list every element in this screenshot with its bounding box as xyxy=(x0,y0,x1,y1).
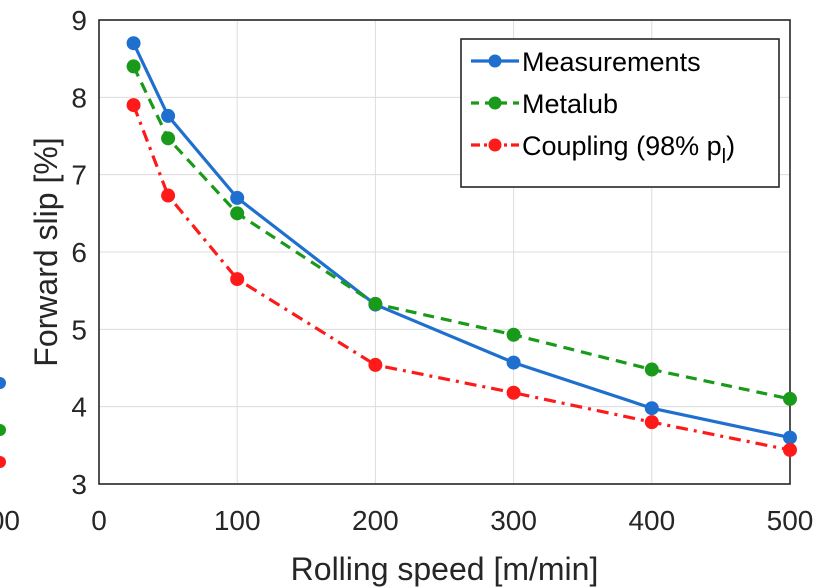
legend-item: Metalub xyxy=(471,89,618,119)
data-point xyxy=(368,296,383,311)
data-point xyxy=(161,188,176,203)
x-tick-label: 100 xyxy=(214,505,261,536)
data-point xyxy=(506,385,521,400)
fragment-marker xyxy=(0,377,6,389)
data-point xyxy=(783,442,797,457)
data-point xyxy=(126,98,141,113)
legend-label: Measurements xyxy=(522,47,701,77)
x-tick-label: 200 xyxy=(352,505,399,536)
y-tick-label: 8 xyxy=(71,82,87,113)
x-tick-label: 300 xyxy=(490,505,537,536)
data-point xyxy=(126,59,141,74)
x-tick-label: 400 xyxy=(628,505,675,536)
legend-box xyxy=(460,38,780,188)
fragment-marker xyxy=(0,424,6,436)
data-point xyxy=(644,401,659,416)
series-2 xyxy=(126,59,797,406)
legend-label-suffix: ) xyxy=(726,131,735,161)
y-tick-label: 5 xyxy=(71,314,87,345)
series-group xyxy=(126,36,797,457)
plot-area xyxy=(98,19,791,485)
y-axis-label: Forward slip [%] xyxy=(28,137,64,366)
data-point xyxy=(161,108,176,123)
fragment-marker xyxy=(0,456,6,468)
series-3 xyxy=(126,98,797,457)
legend-label-main: Measurements xyxy=(522,47,701,77)
data-point xyxy=(126,36,141,51)
data-point xyxy=(506,355,521,370)
y-tick-label: 3 xyxy=(71,469,87,500)
legend-label-subscript: l xyxy=(722,146,726,168)
y-tick-label: 6 xyxy=(71,237,87,268)
legend-item: Coupling (98% pl) xyxy=(471,131,735,168)
y-tick-label: 4 xyxy=(71,392,87,423)
legend-label: Coupling (98% pl) xyxy=(522,131,735,168)
data-point xyxy=(506,327,521,342)
data-point xyxy=(783,391,797,406)
left-neighbor-fragment: 00 xyxy=(0,377,20,536)
data-point xyxy=(644,415,659,430)
legend-marker xyxy=(488,138,502,152)
data-point xyxy=(230,272,245,287)
x-tick-label: 500 xyxy=(767,505,814,536)
data-point xyxy=(783,430,797,445)
legend-item: Measurements xyxy=(471,47,701,77)
tick-labels: 0 100 200 300 400 500 3 4 5 6 7 8 9 xyxy=(71,5,813,536)
data-point xyxy=(161,131,176,146)
legend-label: Metalub xyxy=(522,89,618,119)
data-point xyxy=(644,362,659,377)
data-point xyxy=(230,190,245,205)
x-tick-label: 0 xyxy=(91,505,107,536)
legend-marker xyxy=(488,54,502,68)
data-point xyxy=(230,206,245,221)
y-tick-label: 7 xyxy=(71,160,87,191)
legend-marker xyxy=(488,96,502,110)
x-axis-label: Rolling speed [m/min] xyxy=(291,551,599,587)
fragment-tick-label: 00 xyxy=(0,505,20,536)
legend-label-main: Coupling (98% p xyxy=(522,131,722,161)
y-tick-label: 9 xyxy=(71,5,87,36)
legend: Measurements Metalub Coupling (98% pl) xyxy=(460,38,780,188)
data-point xyxy=(368,357,383,372)
legend-label-main: Metalub xyxy=(522,89,618,119)
